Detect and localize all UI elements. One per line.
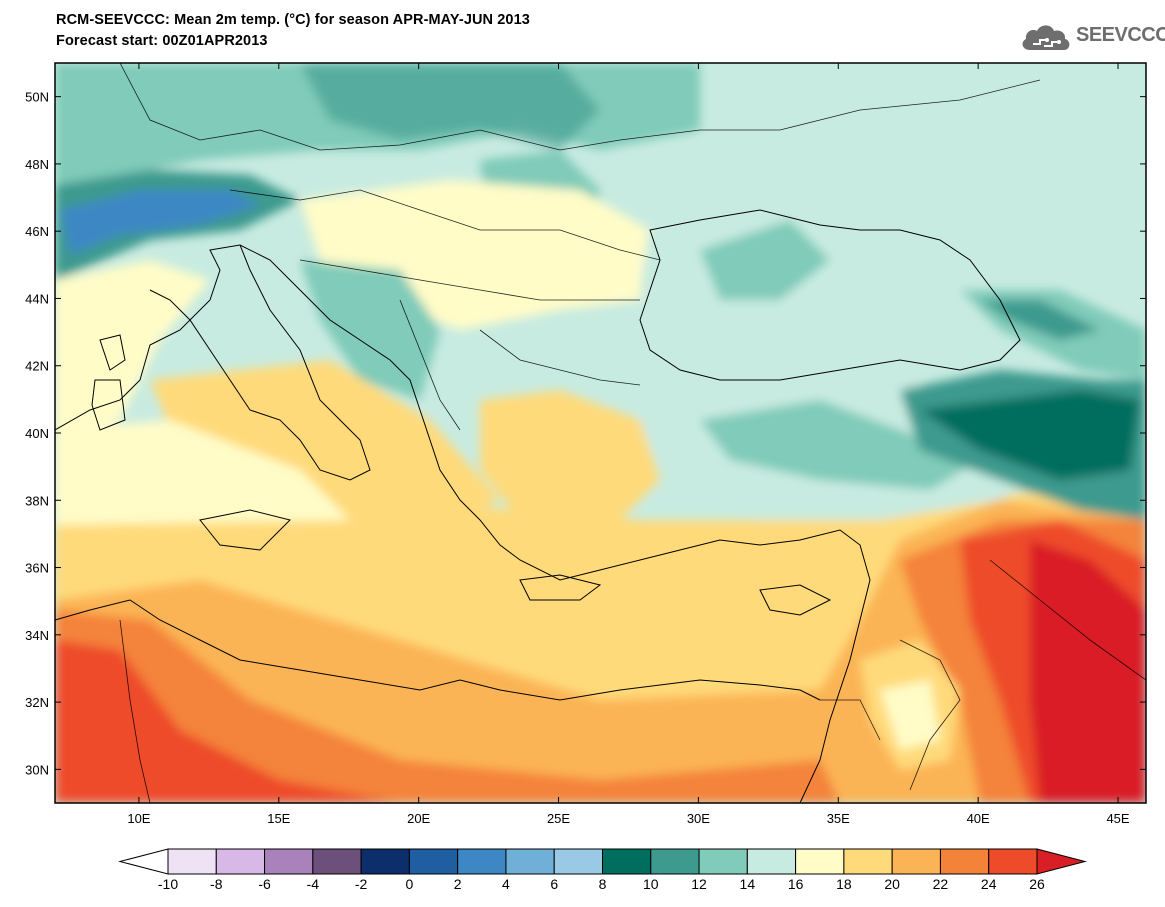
colorbar-label: 24 [981, 876, 997, 892]
cloud-icon [1022, 25, 1070, 50]
lat-tick-label: 50N [25, 90, 49, 105]
lon-tick-label: 35E [827, 811, 850, 826]
country-borders [119, 63, 1146, 803]
colorbar-label: 16 [788, 876, 804, 892]
temperature-field [55, 63, 1146, 803]
lat-tick-label: 48N [25, 157, 49, 172]
colorbar-label: 18 [836, 876, 852, 892]
colorbar-bin [843, 848, 893, 875]
lon-tick-label: 45E [1106, 811, 1129, 826]
colorbar-bin [408, 848, 459, 875]
colorbar-bin [602, 848, 652, 875]
colorbar-bin [360, 848, 410, 875]
colorbar-label: 20 [884, 876, 900, 892]
colorbar-label: 12 [691, 876, 707, 892]
colorbar-bin [891, 848, 941, 875]
lon-tick-label: 20E [407, 811, 430, 826]
forecast-start-label: Forecast start: 00Z01APR2013 [56, 33, 268, 49]
colorbar-label: 0 [405, 876, 413, 892]
coastlines [55, 209, 1021, 803]
colorbar-bin [988, 848, 1038, 875]
lon-tick-label: 10E [127, 811, 150, 826]
colorbar-label: -2 [355, 876, 368, 892]
colorbar-bin [215, 848, 266, 875]
colorbar-bin [698, 848, 748, 875]
colorbar-label: 4 [502, 876, 510, 892]
lat-tick-label: 40N [25, 426, 49, 441]
longitude-axis: 10E 15E 20E 25E 30E 35E 40E 45E [127, 63, 1130, 826]
colorbar-label: 14 [740, 876, 756, 892]
lat-tick-label: 34N [25, 628, 49, 643]
lat-tick-label: 44N [25, 291, 49, 306]
colorbar-label: 8 [599, 876, 607, 892]
colorbar-label: 22 [933, 876, 949, 892]
colorbar-bin [264, 848, 314, 875]
colorbar-bin [746, 848, 797, 875]
logo-text: SEEVCCC [1076, 24, 1165, 46]
colorbar-max-triangle [1036, 848, 1087, 875]
lon-tick-label: 15E [267, 811, 290, 826]
colorbar-label: -8 [210, 876, 223, 892]
colorbar-bin [939, 848, 990, 875]
latitude-axis: 30N 32N 34N 36N 38N 40N 42N 44N 46N 48N 50N [25, 90, 1146, 777]
lat-tick-label: 42N [25, 359, 49, 374]
colorbar-min-triangle [118, 848, 169, 875]
colorbar-bin [553, 848, 604, 875]
lon-tick-label: 30E [687, 811, 710, 826]
map-title: RCM-SEEVCCC: Mean 2m temp. (°C) for seas… [56, 12, 530, 28]
lat-tick-label: 30N [25, 762, 49, 777]
lon-tick-label: 25E [547, 811, 570, 826]
colorbar-bin [457, 848, 507, 875]
seevccc-logo: SEEVCCC [1018, 20, 1165, 56]
colorbar-label: -6 [258, 876, 271, 892]
lon-tick-label: 40E [967, 811, 990, 826]
colorbar-bin [167, 848, 217, 875]
colorbar: -10 -8 -6 -4 -2 0 2 4 6 8 10 12 14 16 18 20 22 24 26 [118, 848, 1087, 892]
colorbar-label: 26 [1029, 876, 1045, 892]
lat-tick-label: 32N [25, 695, 49, 710]
colorbar-label: 10 [643, 876, 659, 892]
colorbar-bin [795, 848, 845, 875]
colorbar-bin [650, 848, 700, 875]
colorbar-bin [505, 848, 555, 875]
lat-tick-label: 46N [25, 224, 49, 239]
colorbar-label: -10 [158, 876, 178, 892]
colorbar-label: 2 [454, 876, 462, 892]
lat-tick-label: 36N [25, 561, 49, 576]
colorbar-label: 6 [550, 876, 558, 892]
lat-tick-label: 38N [25, 493, 49, 508]
colorbar-bin [312, 848, 362, 875]
colorbar-label: -4 [307, 876, 320, 892]
